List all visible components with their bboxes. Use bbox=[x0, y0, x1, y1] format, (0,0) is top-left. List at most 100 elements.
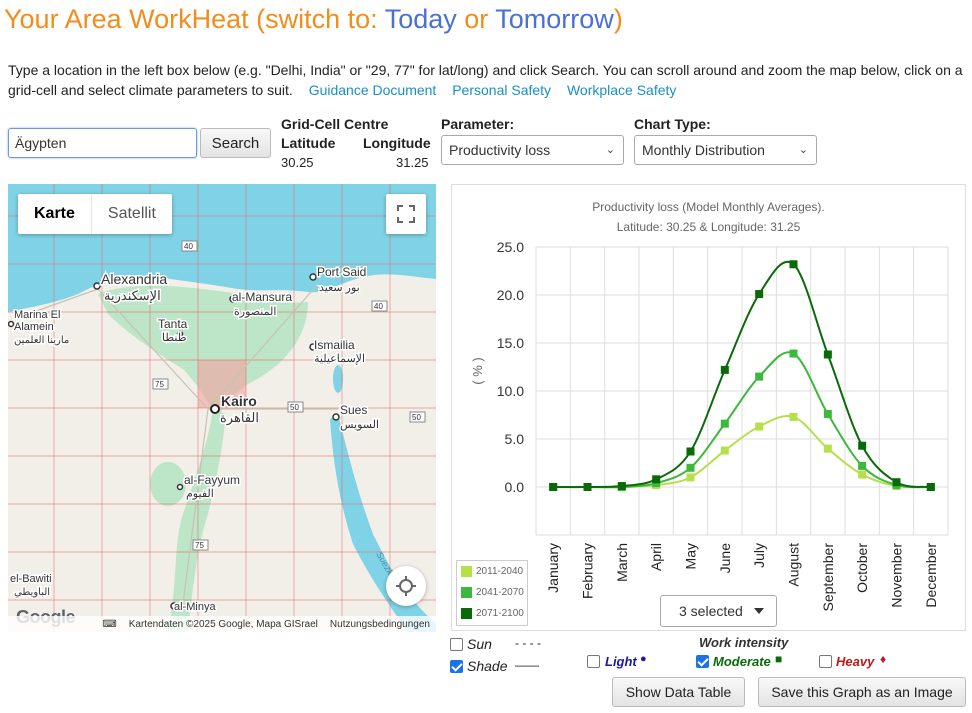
data-point bbox=[652, 475, 661, 484]
x-tick-label: October bbox=[854, 543, 870, 593]
map-place-label: Kairo bbox=[221, 393, 257, 409]
guidance-document-link[interactable]: Guidance Document bbox=[308, 82, 437, 98]
data-point bbox=[823, 350, 832, 359]
multiselect-label: 3 selected bbox=[679, 603, 743, 619]
moderate-label: Moderate bbox=[713, 654, 771, 669]
road-shield: 40 bbox=[184, 242, 193, 251]
map-place-label: Port Said bbox=[317, 265, 366, 279]
map-place-label: مارينا العلمين bbox=[14, 335, 69, 346]
work-intensity-title: Work intensity bbox=[699, 635, 789, 650]
map-view[interactable]: 40 40 75 50 50 75 Alexandria الإسكندرية … bbox=[8, 184, 436, 632]
keyboard-icon[interactable]: ⌨ bbox=[102, 618, 117, 630]
chart-type-label: Chart Type: bbox=[634, 116, 711, 132]
legend-label: 2041-2070 bbox=[476, 587, 524, 598]
map-type-tabs: Karte Satellit bbox=[18, 194, 172, 234]
y-tick-label: 25.0 bbox=[497, 239, 524, 255]
shade-checkbox[interactable] bbox=[450, 660, 463, 673]
map-place-label: al-Fayyum bbox=[184, 473, 240, 487]
chart-type-selected: Monthly Distribution bbox=[642, 142, 765, 158]
map-tab-satellit[interactable]: Satellit bbox=[107, 205, 156, 222]
data-point bbox=[755, 372, 764, 381]
road-shield: 40 bbox=[374, 302, 383, 311]
legend-label: 2071-2100 bbox=[476, 608, 524, 619]
save-graph-image-button[interactable]: Save this Graph as an Image bbox=[758, 677, 966, 707]
sun-label: Sun bbox=[467, 636, 492, 652]
data-point bbox=[789, 349, 798, 358]
x-tick-label: July bbox=[751, 543, 767, 568]
map-place-label: al-Mansura bbox=[232, 290, 292, 304]
map-place-label: Marina El bbox=[14, 309, 60, 321]
road-shield: 75 bbox=[195, 541, 204, 550]
data-point bbox=[720, 446, 729, 455]
road-shield: 50 bbox=[412, 413, 421, 422]
data-point bbox=[583, 483, 592, 491]
map-terms-link[interactable]: Nutzungsbedingungen bbox=[329, 618, 430, 630]
road-shield: 75 bbox=[155, 380, 164, 389]
title-or: or bbox=[456, 4, 496, 34]
latitude-value: 30.25 bbox=[281, 155, 314, 170]
today-link[interactable]: Today bbox=[384, 4, 457, 34]
sun-checkbox[interactable] bbox=[450, 638, 463, 651]
chart-type-select[interactable]: Monthly Distribution ⌄ bbox=[634, 135, 817, 165]
x-tick-label: February bbox=[580, 543, 596, 599]
y-tick-label: 0.0 bbox=[505, 479, 525, 495]
map-attribution-bar: ⌨ Kartendaten ©2025 Google, Mapa GISrael… bbox=[8, 616, 436, 632]
moderate-checkbox[interactable] bbox=[696, 655, 709, 668]
map-place-label: Alamein bbox=[14, 321, 54, 333]
location-search-input[interactable] bbox=[8, 128, 197, 158]
tomorrow-link[interactable]: Tomorrow bbox=[495, 4, 614, 34]
longitude-value: 31.25 bbox=[396, 155, 429, 170]
legend-swatch bbox=[461, 608, 472, 619]
fullscreen-icon[interactable] bbox=[386, 194, 426, 234]
x-tick-label: June bbox=[717, 543, 733, 574]
chevron-down-icon: ⌄ bbox=[605, 144, 615, 156]
personal-safety-link[interactable]: Personal Safety bbox=[452, 82, 552, 98]
data-point bbox=[686, 473, 695, 482]
show-data-table-button[interactable]: Show Data Table bbox=[612, 677, 745, 707]
chart-panel: Productivity loss (Model Monthly Average… bbox=[451, 184, 966, 631]
data-point bbox=[720, 419, 729, 428]
map-place-label: القاهرة bbox=[220, 410, 259, 426]
grid-cell-title: Grid-Cell Centre bbox=[281, 116, 389, 132]
intro-text: Type a location in the left box below (e… bbox=[8, 60, 966, 100]
legend-item[interactable]: 2041-2070 bbox=[457, 582, 527, 603]
data-point bbox=[858, 470, 867, 479]
data-point bbox=[755, 290, 764, 299]
parameter-select[interactable]: Productivity loss ⌄ bbox=[441, 135, 624, 165]
search-button[interactable]: Search bbox=[200, 128, 271, 158]
data-point bbox=[823, 444, 832, 453]
legend-item[interactable]: 2011-2040 bbox=[457, 561, 527, 582]
heavy-checkbox[interactable] bbox=[819, 655, 832, 668]
sun-line-sample: - - - - bbox=[515, 636, 541, 650]
data-point bbox=[617, 482, 626, 491]
x-tick-label: September bbox=[820, 543, 836, 612]
chart-subtitle: Latitude: 30.25 & Longitude: 31.25 bbox=[616, 220, 801, 234]
map-place-label: Alexandria bbox=[101, 271, 167, 287]
shade-line-sample: —— bbox=[515, 658, 539, 672]
map-place-label: el-Bawiti bbox=[10, 573, 52, 585]
x-tick-label: April bbox=[648, 543, 664, 571]
map-place-label: الفيوم bbox=[186, 488, 214, 500]
map-place-label: Sues bbox=[340, 403, 367, 417]
map-place-label: طنطا bbox=[162, 332, 187, 344]
moderate-square-icon: ■ bbox=[775, 652, 783, 666]
y-tick-label: 5.0 bbox=[505, 431, 525, 447]
light-checkbox[interactable] bbox=[587, 655, 600, 668]
workplace-safety-link[interactable]: Workplace Safety bbox=[566, 82, 677, 98]
data-point bbox=[858, 441, 867, 450]
x-tick-label: November bbox=[889, 543, 905, 608]
map-place-label: al-Minya bbox=[174, 601, 216, 613]
map-tab-karte[interactable]: Karte bbox=[18, 194, 92, 234]
map-place-label: الإسماعيلية bbox=[314, 353, 365, 365]
x-tick-label: January bbox=[545, 543, 561, 593]
data-point bbox=[789, 412, 798, 421]
x-tick-label: December bbox=[923, 543, 939, 608]
location-target-icon[interactable] bbox=[386, 566, 426, 606]
map-canvas[interactable]: 40 40 75 50 50 75 Alexandria الإسكندرية … bbox=[8, 184, 436, 632]
legend-item[interactable]: 2071-2100 bbox=[457, 603, 527, 624]
period-multiselect[interactable]: 3 selected bbox=[660, 595, 777, 627]
data-point bbox=[926, 483, 935, 491]
map-place-label: السويس bbox=[340, 419, 379, 431]
parameter-selected: Productivity loss bbox=[449, 142, 551, 158]
map-attribution: Kartendaten ©2025 Google, Mapa GISrael bbox=[128, 618, 318, 630]
